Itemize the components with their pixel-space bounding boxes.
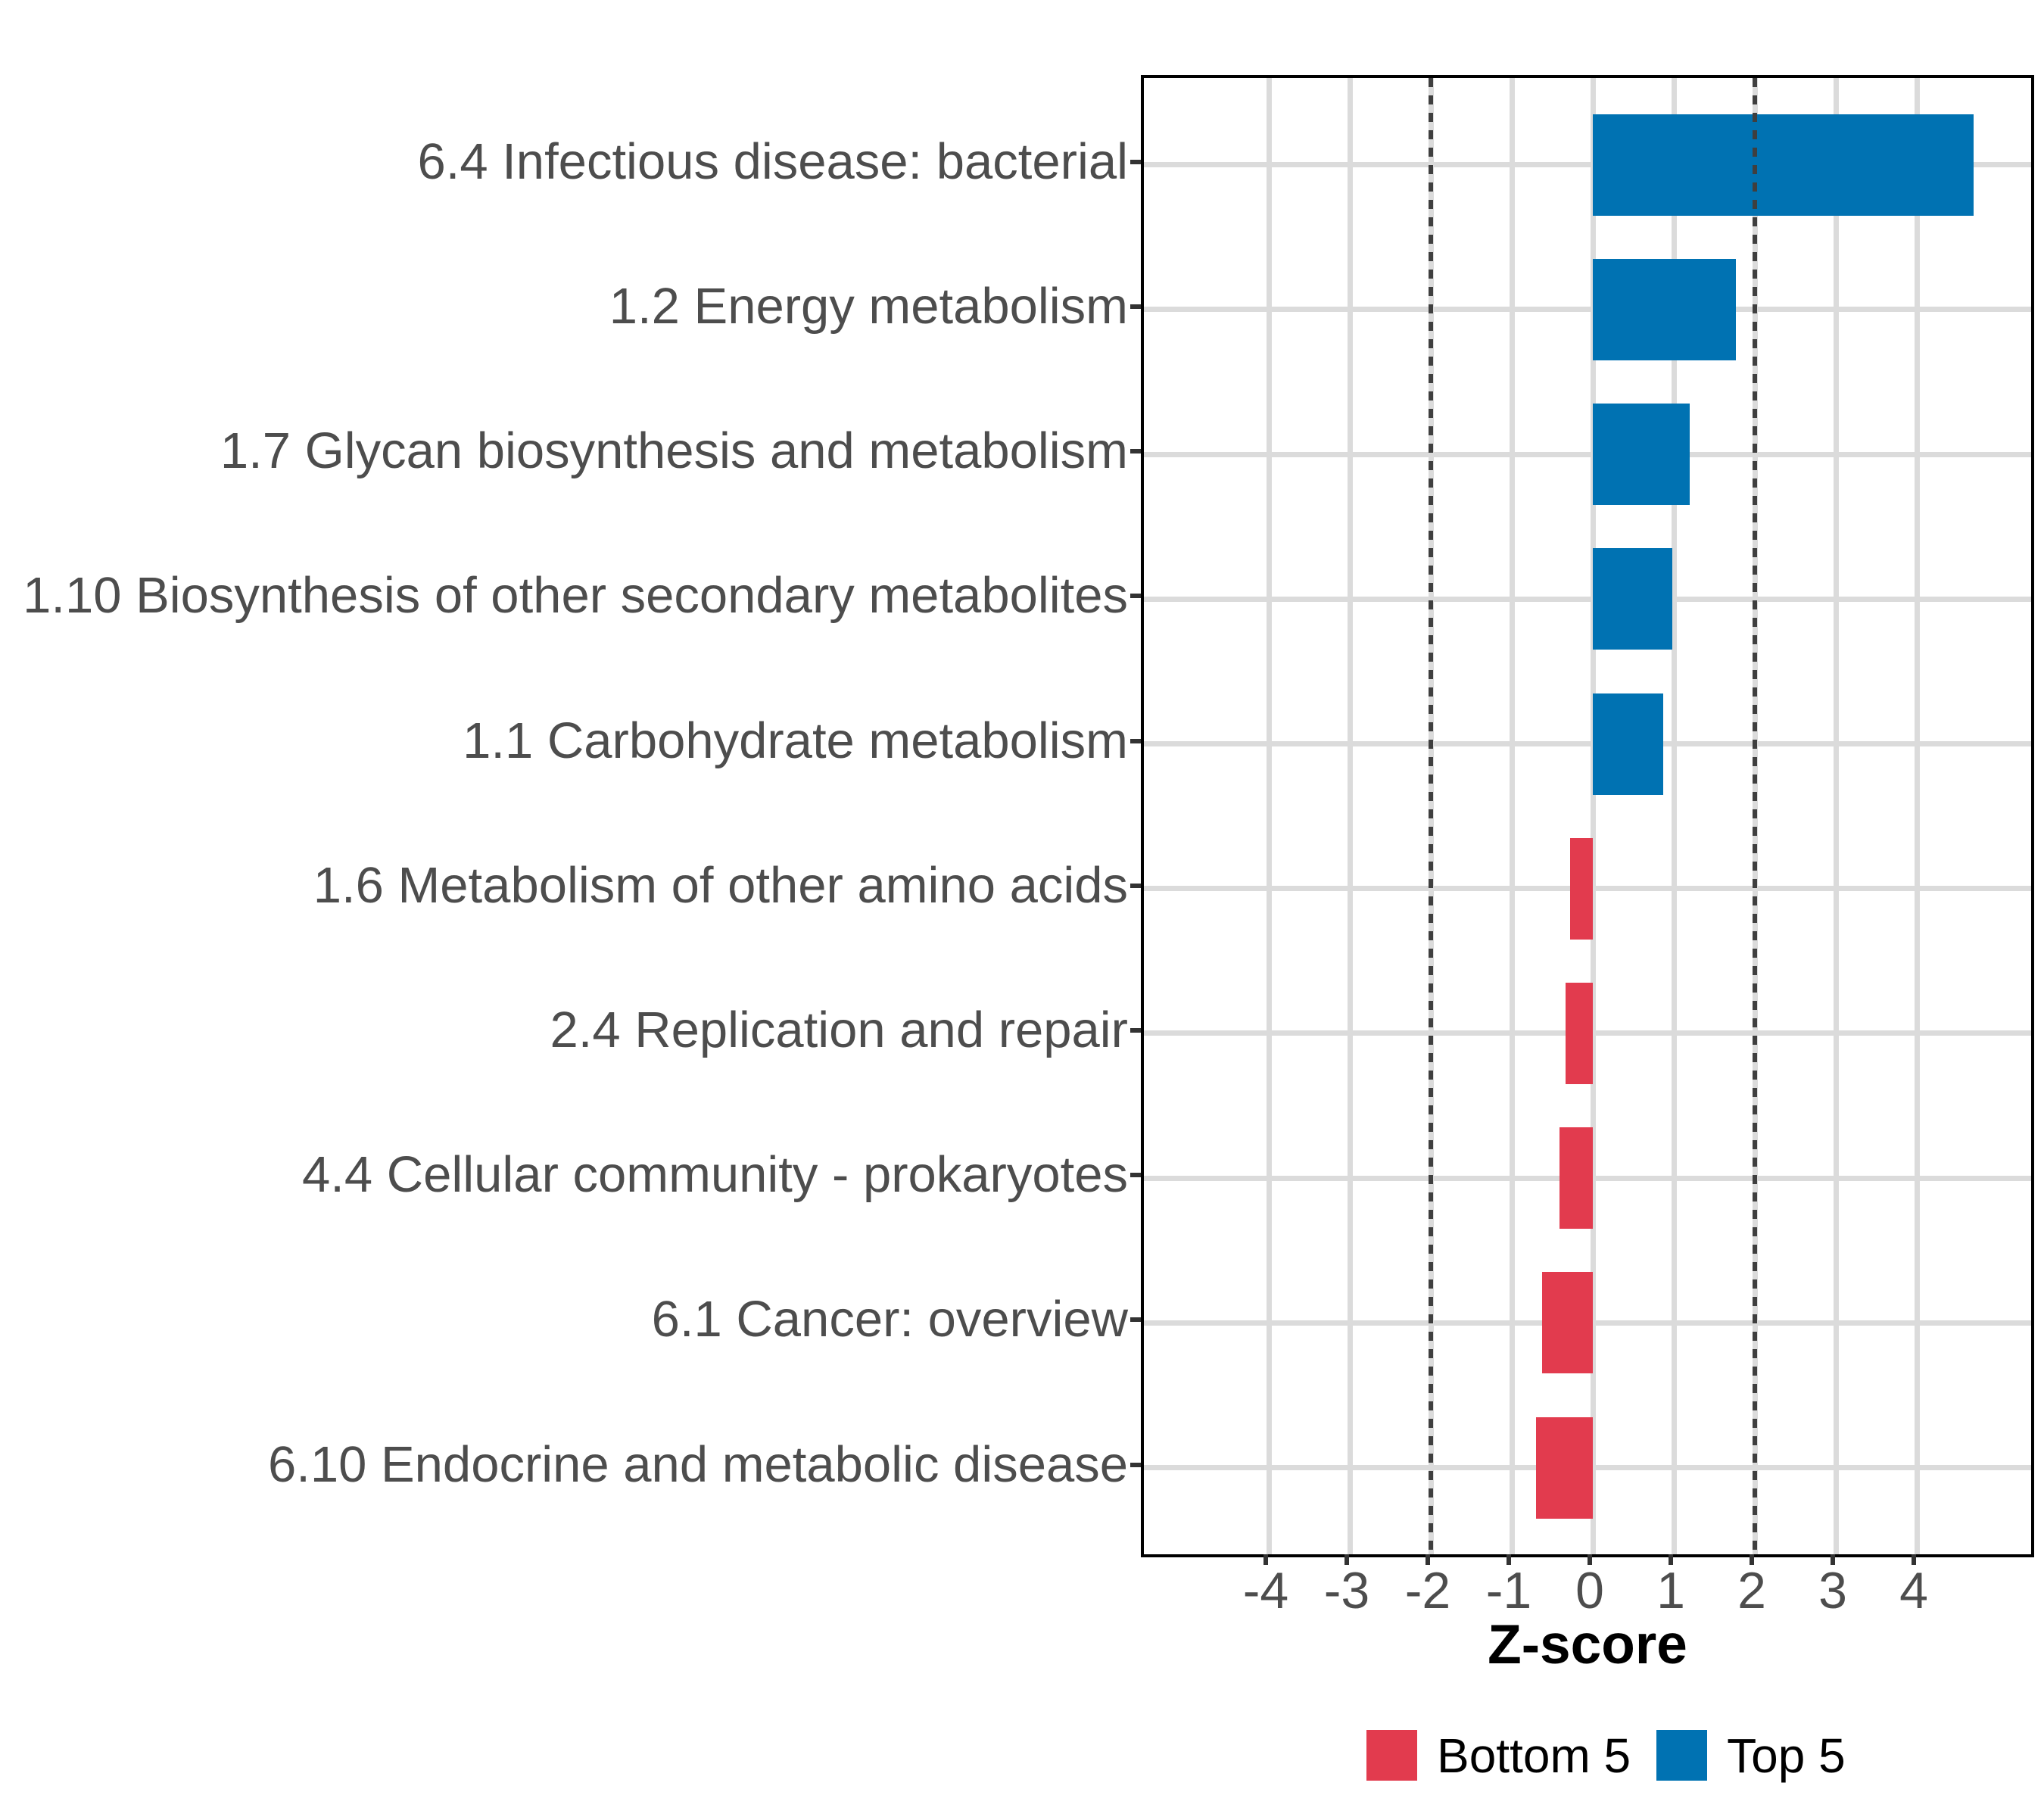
bar — [1570, 837, 1593, 940]
bar — [1593, 114, 1974, 216]
y-tick-mark — [1130, 449, 1141, 454]
bar — [1559, 1127, 1593, 1230]
x-gridline — [1347, 78, 1353, 1554]
y-tick-mark — [1130, 304, 1141, 309]
y-gridline — [1144, 162, 2031, 168]
x-tick-label: 2 — [1737, 1562, 1766, 1619]
x-tick-label: -1 — [1485, 1562, 1532, 1619]
y-axis-label: 1.7 Glycan biosynthesis and metabolism — [220, 422, 1128, 480]
x-gridline — [1914, 78, 1920, 1554]
plot-panel — [1141, 75, 2034, 1557]
bar — [1593, 404, 1690, 506]
x-tick-label: -4 — [1242, 1562, 1289, 1619]
bar — [1541, 1272, 1593, 1374]
y-axis-label: 6.10 Endocrine and metabolic disease — [267, 1435, 1128, 1493]
x-tick-mark — [1912, 1554, 1916, 1565]
y-tick-mark — [1130, 1027, 1141, 1033]
x-tick-mark — [1831, 1554, 1835, 1565]
y-tick-mark — [1130, 1173, 1141, 1178]
reference-line — [1429, 78, 1433, 1554]
x-gridline — [1671, 78, 1677, 1554]
x-tick-label: 4 — [1899, 1562, 1928, 1619]
y-axis-label: 1.1 Carbohydrate metabolism — [463, 712, 1128, 769]
legend-label-bottom5: Bottom 5 — [1437, 1728, 1631, 1783]
legend-label-top5: Top 5 — [1727, 1728, 1846, 1783]
y-axis-label: 1.10 Biosynthesis of other secondary met… — [23, 567, 1128, 625]
x-tick-label: 0 — [1575, 1562, 1604, 1619]
x-tick-mark — [1263, 1554, 1268, 1565]
y-axis-label: 1.2 Energy metabolism — [609, 278, 1128, 335]
x-gridline — [1590, 78, 1596, 1554]
y-gridline — [1144, 307, 2031, 313]
y-tick-mark — [1130, 1317, 1141, 1323]
x-gridline — [1833, 78, 1839, 1554]
x-gridline — [1266, 78, 1272, 1554]
legend: Bottom 5 Top 5 — [1366, 1730, 1846, 1781]
x-tick-mark — [1507, 1554, 1511, 1565]
y-axis-label: 4.4 Cellular community - prokaryotes — [301, 1146, 1128, 1204]
legend-swatch-top5 — [1656, 1730, 1708, 1781]
x-tick-mark — [1750, 1554, 1754, 1565]
y-gridline — [1144, 451, 2031, 457]
y-tick-mark — [1130, 738, 1141, 743]
y-axis-label: 6.1 Cancer: overview — [651, 1291, 1128, 1348]
x-tick-label: -3 — [1323, 1562, 1370, 1619]
y-axis-label: 2.4 Replication and repair — [550, 1002, 1128, 1059]
x-tick-mark — [1426, 1554, 1430, 1565]
x-tick-label: 3 — [1818, 1562, 1847, 1619]
x-tick-mark — [1669, 1554, 1673, 1565]
y-axis-label: 6.4 Infectious disease: bacterial — [417, 132, 1128, 190]
bar — [1536, 1417, 1593, 1519]
y-tick-mark — [1130, 1462, 1141, 1467]
x-tick-label: -2 — [1404, 1562, 1451, 1619]
bar — [1565, 982, 1593, 1084]
legend-swatch-bottom5 — [1366, 1730, 1417, 1781]
y-tick-mark — [1130, 883, 1141, 888]
x-tick-mark — [1588, 1554, 1592, 1565]
reference-line — [1753, 78, 1757, 1554]
x-tick-mark — [1344, 1554, 1349, 1565]
y-axis-label: 1.6 Metabolism of other amino acids — [313, 856, 1128, 914]
x-axis-title: Z-score — [1488, 1614, 1687, 1675]
x-tick-label: 1 — [1656, 1562, 1685, 1619]
y-tick-mark — [1130, 594, 1141, 599]
y-tick-mark — [1130, 159, 1141, 164]
bar — [1593, 548, 1672, 650]
x-gridline — [1509, 78, 1515, 1554]
y-gridline — [1144, 596, 2031, 602]
y-gridline — [1144, 741, 2031, 746]
bar — [1593, 258, 1737, 360]
bar — [1593, 693, 1664, 795]
